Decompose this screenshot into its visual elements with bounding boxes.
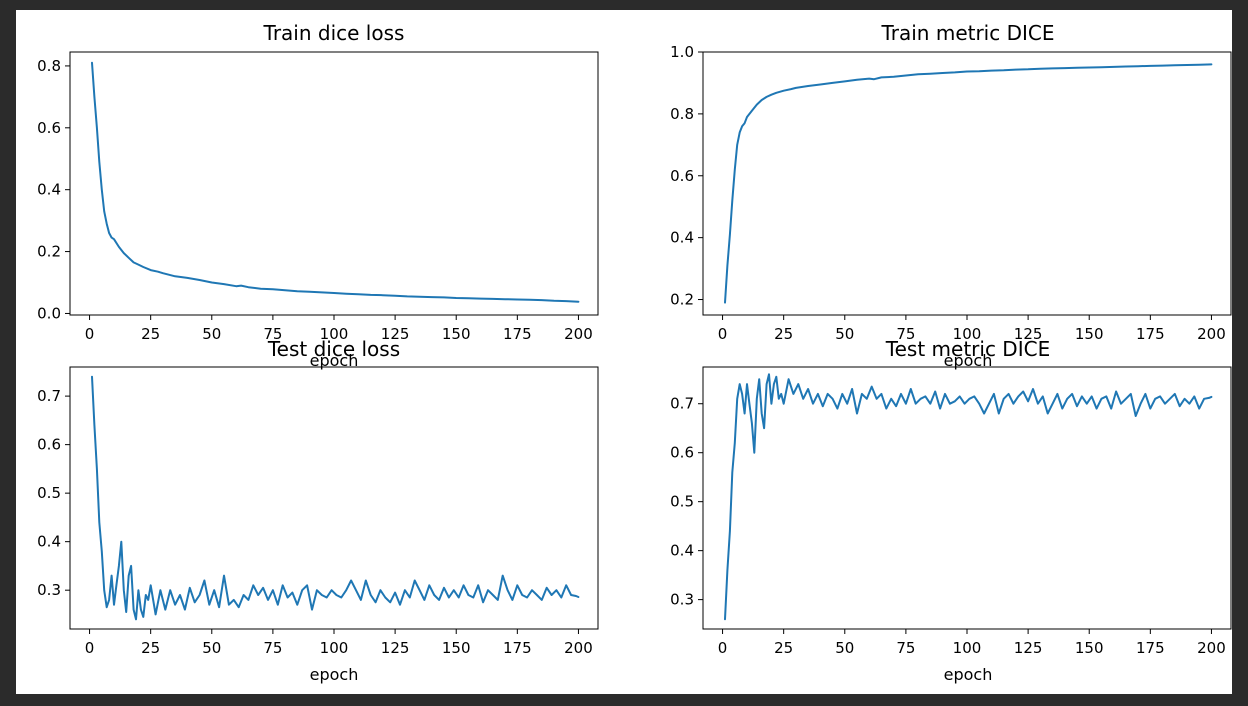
x-tick-label: 150: [1075, 639, 1104, 657]
x-axis-label: epoch: [310, 351, 359, 370]
subplot-title: Train dice loss: [263, 21, 405, 45]
x-axis-label: epoch: [310, 665, 359, 684]
y-tick-label: 0.5: [670, 493, 694, 511]
x-axis-label: epoch: [944, 665, 993, 684]
x-tick-label: 75: [896, 325, 915, 343]
x-tick-label: 150: [442, 325, 471, 343]
subplot-test-dice-loss: Test dice loss 0 25 50 75 100 125 150 175 200 0.…: [37, 337, 599, 684]
y-tick-label: 0.6: [37, 436, 61, 454]
y-tick-label: 0.5: [37, 484, 61, 502]
x-tick-label: 200: [564, 639, 593, 657]
x-tick-label: 100: [320, 639, 349, 657]
y-axis: 0.3 0.4 0.5 0.6 0.7: [670, 395, 703, 609]
x-tick-label: 25: [774, 325, 793, 343]
y-tick-label: 0.4: [670, 229, 694, 247]
subplot-title: Train metric DICE: [880, 21, 1054, 45]
y-tick-label: 0.7: [670, 395, 694, 413]
subplot-test-metric-dice: Test metric DICE 0 25 50 75 100 125 150 175 200 …: [670, 337, 1232, 684]
series-line: [724, 63, 1213, 304]
y-axis: 0.0 0.2 0.4 0.6 0.8: [37, 57, 70, 322]
x-tick-label: 100: [320, 325, 349, 343]
x-tick-label: 50: [835, 325, 854, 343]
subplot-train-dice-loss: Train dice loss 0 25 50 75 100 125 150 175 200 0…: [37, 21, 599, 370]
x-tick-label: 175: [1136, 639, 1165, 657]
x-tick-label: 25: [141, 325, 160, 343]
x-tick-label: 75: [896, 639, 915, 657]
y-axis: 0.3 0.4 0.5 0.6 0.7: [37, 387, 70, 599]
x-tick-label: 50: [202, 325, 221, 343]
x-tick-label: 25: [774, 639, 793, 657]
y-tick-label: 0.4: [37, 181, 61, 199]
x-tick-label: 175: [1136, 325, 1165, 343]
subplot-title: Test dice loss: [267, 337, 400, 361]
x-tick-label: 25: [141, 639, 160, 657]
x-tick-label: 150: [442, 639, 471, 657]
subplot-title: Test metric DICE: [885, 337, 1050, 361]
series-line: [91, 375, 580, 621]
y-axis: 0.2 0.4 0.6 0.8 1.0: [670, 43, 703, 309]
y-tick-label: 0.8: [37, 57, 61, 75]
y-tick-label: 0.7: [37, 387, 61, 405]
x-tick-label: 75: [263, 639, 282, 657]
x-axis: 0 25 50 75 100 125 150 175 200: [85, 315, 593, 343]
x-tick-label: 100: [953, 639, 982, 657]
x-tick-label: 0: [85, 325, 95, 343]
x-tick-label: 75: [263, 325, 282, 343]
y-tick-label: 0.4: [670, 542, 694, 560]
y-tick-label: 0.6: [37, 119, 61, 137]
y-tick-label: 1.0: [670, 43, 694, 61]
y-tick-label: 0.3: [670, 591, 694, 609]
x-tick-label: 150: [1075, 325, 1104, 343]
x-tick-label: 125: [381, 639, 410, 657]
x-tick-label: 50: [835, 639, 854, 657]
y-tick-label: 0.6: [670, 167, 694, 185]
x-tick-label: 125: [1014, 325, 1043, 343]
x-tick-label: 200: [564, 325, 593, 343]
x-tick-label: 0: [718, 325, 728, 343]
series-line: [724, 373, 1213, 621]
x-tick-label: 175: [503, 325, 532, 343]
y-tick-label: 0.8: [670, 105, 694, 123]
y-tick-label: 0.2: [670, 291, 694, 309]
y-tick-label: 0.0: [37, 304, 61, 322]
y-tick-label: 0.2: [37, 243, 61, 261]
x-tick-label: 200: [1197, 325, 1226, 343]
series-line: [91, 61, 580, 303]
x-tick-label: 100: [953, 325, 982, 343]
x-axis-label: epoch: [944, 351, 993, 370]
x-tick-label: 125: [381, 325, 410, 343]
x-tick-label: 0: [85, 639, 95, 657]
subplot-train-metric-dice: Train metric DICE 0 25 50 75 100 125 150 175 200…: [670, 21, 1232, 370]
x-tick-label: 175: [503, 639, 532, 657]
y-tick-label: 0.6: [670, 444, 694, 462]
x-tick-label: 50: [202, 639, 221, 657]
x-axis: 0 25 50 75 100 125 150 175 200: [718, 629, 1226, 657]
y-tick-label: 0.3: [37, 581, 61, 599]
x-tick-label: 200: [1197, 639, 1226, 657]
x-axis: 0 25 50 75 100 125 150 175 200: [718, 315, 1226, 343]
y-tick-label: 0.4: [37, 533, 61, 551]
x-axis: 0 25 50 75 100 125 150 175 200: [85, 629, 593, 657]
figure-paper: [16, 10, 1232, 694]
x-tick-label: 125: [1014, 639, 1043, 657]
x-tick-label: 0: [718, 639, 728, 657]
